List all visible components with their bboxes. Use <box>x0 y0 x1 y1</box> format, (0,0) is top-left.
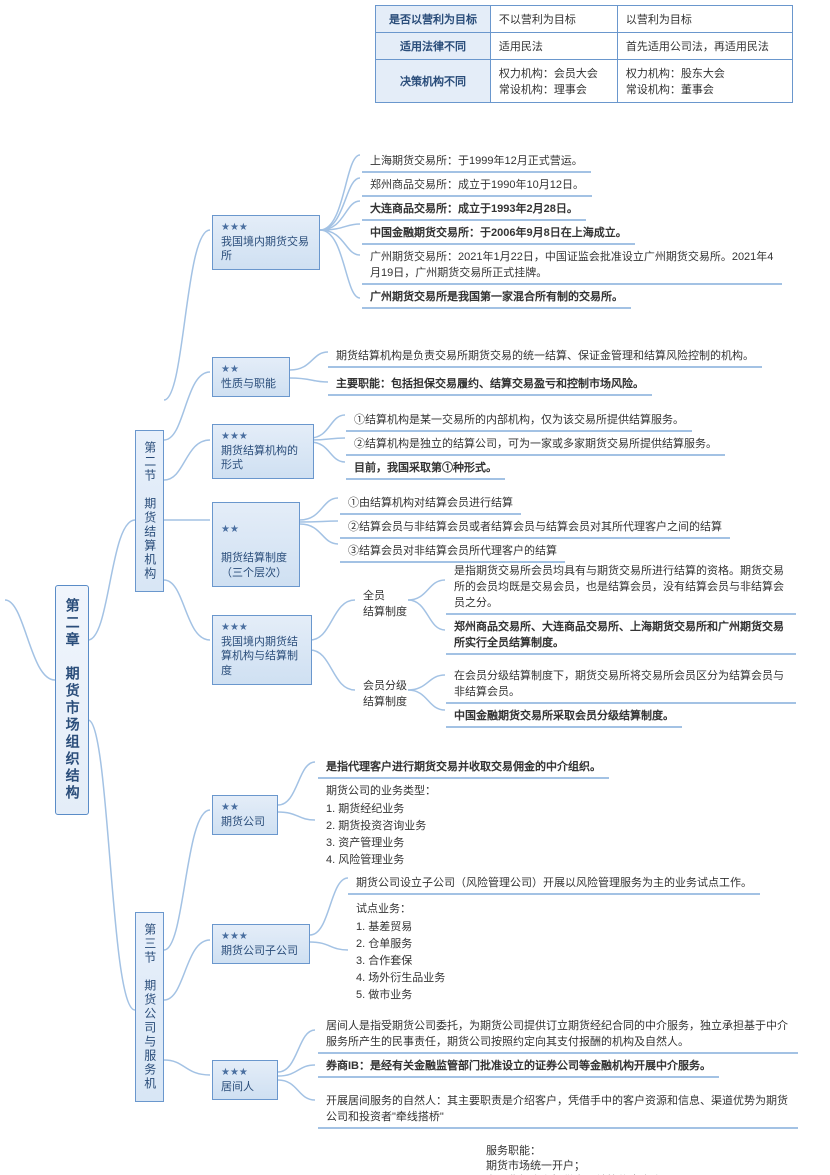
topic-futures-co: ★★ 期货公司 <box>212 795 278 835</box>
table-cell: 权力机构：会员大会 常设机构：理事会 <box>490 60 617 103</box>
table-row-header: 决策机构不同 <box>376 60 491 103</box>
stars: ★★★ <box>221 430 305 444</box>
topic-label: 期货结算机构的形式 <box>221 445 298 472</box>
topic-intermediary: ★★★ 居间人 <box>212 1060 278 1100</box>
stars: ★★★ <box>221 221 311 235</box>
sub-intro: 期货公司设立子公司（风险管理公司）开展以风险管理服务为主的业务试点工作。 <box>348 872 760 895</box>
stars: ★★★ <box>221 1066 269 1080</box>
topic-label: 我国境内期货交易所 <box>221 236 309 263</box>
table-cell: 权力机构：股东大会 常设机构：董事会 <box>617 60 792 103</box>
stars: ★★★ <box>221 621 303 635</box>
topic-label: 期货结算制度 （三个层次） <box>221 552 287 579</box>
leaf-text: ②结算机构是独立的结算公司，可为一家或多家期货交易所提供结算服务。 <box>346 433 725 456</box>
leaf-text: 居间人是指受期货公司委托，为期货公司提供订立期货经纪合同的中介服务，独立承担基于… <box>318 1015 798 1054</box>
stars: ★★ <box>221 363 281 377</box>
table-row-header: 适用法律不同 <box>376 33 491 60</box>
stars: ★★★ <box>221 930 301 944</box>
topic-subsidiary: ★★★ 期货公司子公司 <box>212 924 310 964</box>
comparison-table: 是否以营利为目标不以营利为目标以营利为目标适用法律不同适用民法首先适用公司法，再… <box>375 5 793 103</box>
sub-label-tiered: 会员分级 结算制度 <box>355 675 415 715</box>
topic-domestic-clearing: ★★★ 我国境内期货结算机构与结算制度 <box>212 615 312 685</box>
topic-label: 性质与职能 <box>221 378 276 390</box>
leaf-text: 郑州商品交易所、大连商品交易所、上海期货交易所和广州期货交易所实行全员结算制度。 <box>446 616 796 655</box>
sub-label-full: 全员 结算制度 <box>355 585 415 625</box>
leaf-text: 广州期货交易所：2021年1月22日，中国证监会批准设立广州期货交易所。2021… <box>362 246 782 285</box>
leaf-text: ②结算会员与非结算会员或者结算会员与结算会员对其所代理客户之间的结算 <box>340 516 730 539</box>
leaf-text: 是指期货交易所会员均具有与期货交易所进行结算的资格。期货交易所的会员均既是交易会… <box>446 560 796 615</box>
topic-forms: ★★★ 期货结算机构的形式 <box>212 424 314 479</box>
section-3-title: 第三节 期货公司与服务机 <box>135 912 164 1102</box>
table-row-header: 是否以营利为目标 <box>376 6 491 33</box>
stars: ★★ <box>221 801 269 815</box>
topic-label: 期货公司子公司 <box>221 945 298 957</box>
table-cell: 以营利为目标 <box>617 6 792 33</box>
topic-label: 居间人 <box>221 1081 254 1093</box>
leaf-text: 开展居间服务的自然人：其主要职责是介绍客户，凭借手中的客户资源和信息、渠道优势为… <box>318 1090 798 1129</box>
topic-domestic-exchanges: ★★★ 我国境内期货交易所 <box>212 215 320 270</box>
leaf-text: 券商IB：是经有关金融监管部门批准设立的证券公司等金融机构开展中介服务。 <box>318 1055 719 1078</box>
table-cell: 首先适用公司法，再适用民法 <box>617 33 792 60</box>
list-item: 4. 风险管理业务 <box>318 849 412 873</box>
leaf-text: 中国金融期货交易所：于2006年9月8日在上海成立。 <box>362 222 635 245</box>
leaf-text: 期货结算机构是负责交易所期货交易的统一结算、保证金管理和结算风险控制的机构。 <box>328 345 762 368</box>
topic-label: 期货公司 <box>221 816 265 828</box>
co-intro: 是指代理客户进行期货交易并收取交易佣金的中介组织。 <box>318 756 609 779</box>
leaf-text: ①由结算机构对结算会员进行结算 <box>340 492 521 515</box>
leaf-text: 郑州商品交易所：成立于1990年10月12日。 <box>362 174 592 197</box>
list-item: 5. 做市业务 <box>348 984 420 1008</box>
chapter-title: 第二章 期货市场组织结构 <box>55 585 89 815</box>
mindmap-page: 是否以营利为目标不以营利为目标以营利为目标适用法律不同适用民法首先适用公司法，再… <box>0 0 830 1175</box>
topic-label: 我国境内期货结算机构与结算制度 <box>221 636 298 678</box>
stars: ★★ <box>221 523 291 537</box>
leaf-text: 大连商品交易所：成立于1993年2月28日。 <box>362 198 586 221</box>
leaf-text: 上海期货交易所：于1999年12月正式营运。 <box>362 150 591 173</box>
table-cell: 适用民法 <box>490 33 617 60</box>
leaf-text: 广州期货交易所是我国第一家混合所有制的交易所。 <box>362 286 631 309</box>
table-cell: 不以营利为目标 <box>490 6 617 33</box>
leaf-text: 主要职能：包括担保交易履约、结算交易盈亏和控制市场风险。 <box>328 373 652 396</box>
leaf-text: 在会员分级结算制度下，期货交易所将交易所会员区分为结算会员与非结算会员。 <box>446 665 796 704</box>
section-2-title: 第二节 期货结算机构 <box>135 430 164 592</box>
leaf-text: 目前，我国采取第①种形式。 <box>346 457 505 480</box>
topic-nature: ★★ 性质与职能 <box>212 357 290 397</box>
leaf-text: 中国金融期货交易所采取会员分级结算制度。 <box>446 705 682 728</box>
leaf-text: ①结算机构是某一交易所的内部机构，仅为该交易所提供结算服务。 <box>346 409 692 432</box>
topic-system: ★★ 期货结算制度 （三个层次） <box>212 502 300 587</box>
list-item: 为期货投资者提供交易结算信息查询； <box>478 1170 681 1175</box>
